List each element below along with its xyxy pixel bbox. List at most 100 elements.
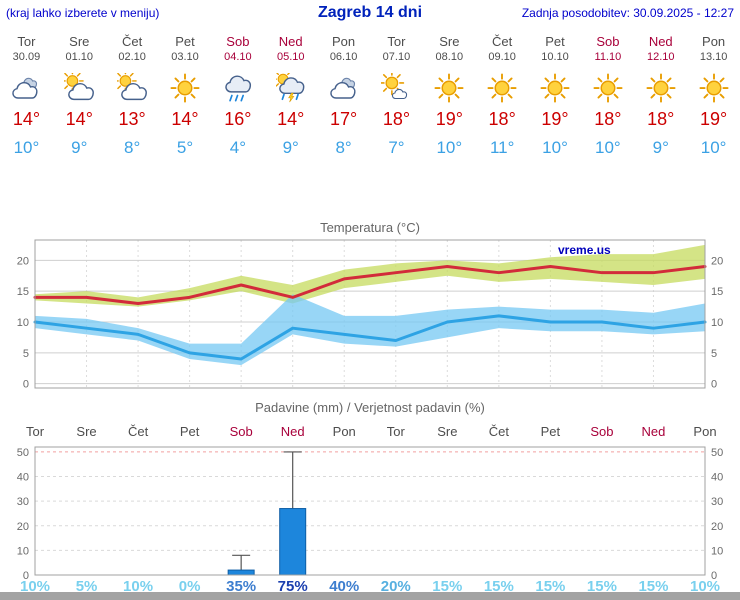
day-high-temp: 18° — [382, 109, 411, 129]
y-axis-label: 0 — [711, 570, 717, 582]
y-axis-label: 50 — [17, 447, 29, 459]
day-date: 09.10 — [488, 51, 516, 63]
day-high-temp: 14° — [277, 109, 305, 129]
y-axis-label: 0 — [23, 379, 29, 391]
day-low-temp: 4° — [229, 138, 246, 157]
temp-chart-title: Temperatura (°C) — [320, 220, 420, 235]
day-name: Sre — [69, 34, 90, 49]
rain-sun-icon — [276, 73, 306, 103]
day-column: Tor 07.10 18° 7° — [370, 28, 423, 158]
menu-hint: (kraj lahko izberete v meniju) — [6, 6, 160, 20]
day-name: Pon — [332, 34, 356, 49]
precip-probability: 15% — [432, 578, 462, 595]
day-high-temp: 17° — [329, 109, 358, 129]
day-column: Sre 08.10 19° 10° — [423, 28, 476, 158]
day-low-temp: 5° — [176, 138, 194, 157]
partly-cloudy-icon — [64, 73, 94, 103]
day-column: Pon 06.10 17° 8° — [317, 28, 370, 158]
day-name: Čet — [492, 34, 513, 49]
day-low-temp: 10° — [13, 138, 40, 157]
y-axis-label: 20 — [711, 255, 723, 267]
precip-probability: 35% — [226, 578, 256, 595]
y-axis-label: 10 — [711, 317, 723, 329]
precip-probability: 75% — [278, 578, 308, 595]
precip-bar — [279, 508, 307, 576]
day-low-temp: 8° — [335, 138, 352, 157]
day-date: 02.10 — [118, 51, 146, 63]
precip-probability: 15% — [484, 578, 514, 595]
day-low-temp: 11° — [489, 138, 515, 157]
day-high-temp: 13° — [118, 109, 146, 129]
day-date: 06.10 — [329, 51, 358, 63]
precip-day-label: Sob — [590, 424, 613, 439]
day-name: Čet — [122, 34, 143, 49]
day-column: Tor 30.09 14° 10° — [0, 28, 53, 158]
sunny-icon — [593, 73, 623, 103]
day-high-temp: 16° — [224, 109, 252, 129]
precip-probability: 15% — [535, 578, 565, 595]
day-low-temp: 8° — [124, 138, 141, 157]
y-axis-label: 0 — [23, 570, 29, 582]
day-low-temp: 10° — [542, 138, 568, 157]
day-date: 11.10 — [594, 51, 622, 63]
precip-bar — [227, 569, 255, 576]
y-axis-label: 10 — [17, 317, 29, 329]
day-name: Sre — [439, 34, 460, 49]
day-name: Pet — [545, 34, 565, 49]
temp-low-band — [35, 294, 705, 366]
y-axis-label: 5 — [711, 348, 717, 360]
day-name: Ned — [278, 34, 303, 49]
precip-probability: 40% — [329, 578, 359, 595]
precip-probability: 10% — [123, 578, 153, 595]
day-low-temp: 10° — [700, 138, 727, 157]
y-axis-label: 10 — [711, 545, 723, 557]
temp-high-line — [33, 265, 707, 306]
precip-day-label: Pon — [333, 424, 356, 439]
day-high-temp: 18° — [488, 109, 516, 129]
day-low-temp: 10° — [595, 138, 621, 157]
day-date: 13.10 — [699, 51, 728, 63]
day-date: 30.09 — [12, 51, 41, 63]
day-column: Pet 10.10 19° 10° — [529, 28, 582, 158]
precip-day-label: Sre — [437, 424, 457, 439]
day-high-temp: 14° — [171, 109, 199, 129]
precip-probability: 20% — [381, 578, 411, 595]
precip-probability: 15% — [638, 578, 668, 595]
day-date: 05.10 — [276, 51, 305, 63]
mostly-sunny-icon — [381, 73, 411, 103]
sunny-icon — [434, 73, 464, 103]
precip-probability: 5% — [76, 578, 98, 595]
y-axis-label: 0 — [711, 379, 717, 391]
precip-day-label: Pet — [180, 424, 200, 439]
day-name: Sob — [226, 34, 250, 49]
precip-day-label: Pet — [541, 424, 561, 439]
day-column: Čet 09.10 18° 11° — [476, 28, 529, 158]
y-axis-label: 50 — [711, 447, 723, 459]
sunny-icon — [540, 73, 570, 103]
day-column: Ned 12.10 18° 9° — [634, 28, 687, 158]
day-date: 10.10 — [541, 51, 569, 63]
y-axis-label: 30 — [17, 496, 29, 508]
page-title: Zagreb 14 dni — [317, 4, 423, 21]
days-strip: Tor 30.09 14° 10° Sre 01.10 14° 9° Čet 02.10 13° 8°… — [0, 28, 740, 158]
day-name: Tor — [387, 34, 406, 49]
precip-chart-title: Padavine (mm) / Verjetnost padavin (%) — [255, 400, 485, 415]
sunny-icon — [699, 73, 729, 103]
day-column: Sob 04.10 16° 4° — [211, 28, 264, 158]
last-updated: Zadnja posodobitev: 30.09.2025 - 12:27 — [521, 6, 734, 20]
y-axis-label: 40 — [17, 472, 29, 484]
day-name: Pon — [702, 34, 726, 49]
precip-day-label: Tor — [26, 424, 45, 439]
precip-day-label: Ned — [642, 424, 666, 439]
day-high-temp: 19° — [435, 109, 463, 129]
cloudy-icon — [329, 73, 359, 103]
day-low-temp: 9° — [71, 138, 88, 157]
precip-day-label: Sob — [230, 424, 253, 439]
y-axis-label: 5 — [23, 348, 29, 360]
y-axis-label: 30 — [711, 496, 723, 508]
precip-day-label: Tor — [387, 424, 406, 439]
plot-border — [34, 446, 706, 576]
precip-day-label: Čet — [128, 424, 149, 439]
plot-bg — [35, 447, 705, 575]
day-low-temp: 10° — [436, 138, 463, 157]
